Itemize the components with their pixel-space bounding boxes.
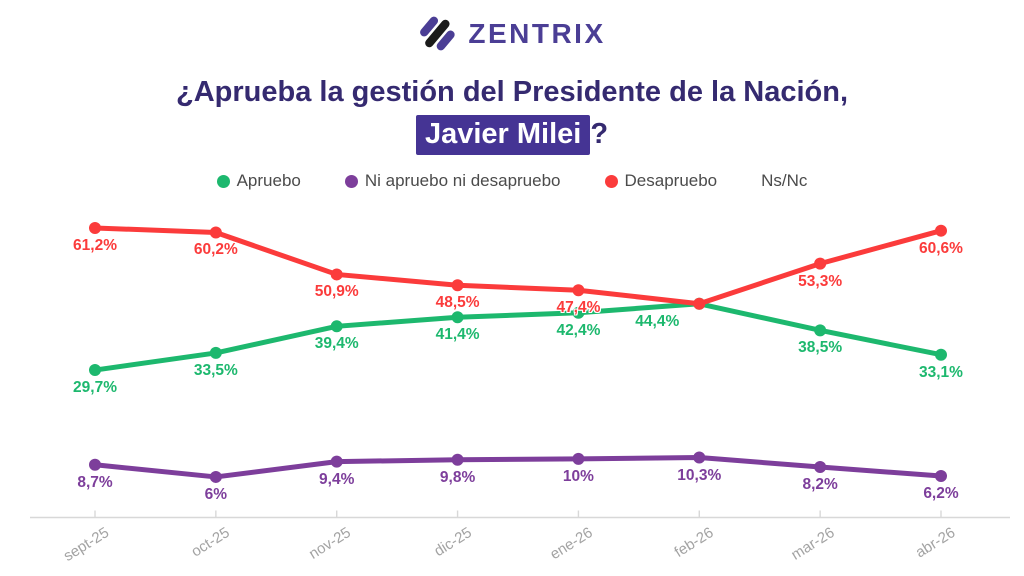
legend-item-ns-nc: Ns/Nc — [761, 171, 807, 191]
chart-title: ¿Aprueba la gestión del Presidente de la… — [0, 71, 1024, 156]
data-point-label: 44,4% — [635, 312, 680, 330]
data-point-label: 42,4% — [556, 321, 601, 339]
data-point-label: 39,4% — [314, 335, 359, 353]
zentrix-logo-icon — [420, 16, 456, 51]
data-point — [572, 452, 585, 465]
data-point-label: 10,3% — [677, 466, 722, 484]
x-axis-label: ene-26 — [546, 524, 596, 564]
x-axis-label: abr-26 — [912, 524, 959, 562]
data-point-label: 61,2% — [73, 236, 117, 254]
data-point — [814, 257, 827, 270]
data-point-label: 8,7% — [77, 473, 113, 491]
x-axis-label: nov-25 — [305, 524, 354, 563]
data-point-label: 60,6% — [919, 239, 963, 257]
data-point-label: 41,4% — [435, 326, 480, 344]
x-axis-label: feb-26 — [671, 524, 717, 561]
data-point — [814, 461, 827, 474]
data-point — [330, 320, 343, 333]
legend-item-ni-apruebo-ni-desapruebo: Ni apruebo ni desapruebo — [344, 171, 561, 191]
legend-item-desapruebo: Desapruebo — [604, 171, 718, 191]
data-point — [89, 458, 101, 471]
data-point-label: 9,8% — [439, 468, 476, 486]
legend-item-apruebo: Apruebo — [216, 171, 301, 191]
data-point — [209, 470, 222, 483]
title-suffix: ? — [590, 118, 609, 151]
data-point — [693, 297, 706, 310]
x-axis-label: dic-25 — [430, 524, 475, 561]
data-point — [89, 221, 101, 234]
data-point — [693, 297, 706, 310]
data-point — [693, 451, 706, 464]
series-line-ni-apruebo-ni-desapruebo — [92, 455, 944, 480]
header: ZENTRIX ¿Aprueba la gestión del Presiden… — [0, 0, 1024, 156]
data-point — [934, 224, 947, 237]
data-point-label: 29,7% — [73, 379, 117, 397]
data-point — [572, 306, 585, 319]
series-line-apruebo — [92, 301, 944, 373]
data-point-label: 38,5% — [798, 339, 843, 357]
title-line1: ¿Aprueba la gestión del Presidente de la… — [176, 76, 848, 108]
data-point-label: 60,2% — [193, 241, 238, 259]
data-point — [451, 453, 464, 466]
data-point-label: 6,2% — [923, 485, 959, 503]
legend-dot — [604, 174, 618, 188]
data-point — [330, 268, 343, 281]
legend-dot — [216, 174, 230, 188]
legend-label: Desapruebo — [624, 171, 718, 191]
legend-label: Ni apruebo ni desapruebo — [364, 171, 561, 191]
data-point-label: 47,4% — [556, 299, 601, 317]
data-point-label: 33,1% — [919, 363, 963, 381]
x-axis-label: sept-25 — [60, 524, 113, 565]
data-point-label: 6% — [204, 485, 228, 503]
data-point — [330, 455, 343, 468]
legend-label: Apruebo — [236, 171, 301, 191]
data-point-label: 10% — [562, 467, 594, 485]
data-point — [814, 324, 827, 337]
data-point-label: 53,3% — [798, 272, 843, 290]
data-point-label: 48,5% — [435, 294, 480, 312]
data-point — [934, 470, 947, 483]
data-point — [89, 364, 101, 377]
data-point — [934, 348, 947, 361]
legend-dot — [344, 174, 358, 188]
data-point — [209, 226, 222, 239]
title-highlight: Javier Milei — [415, 115, 591, 156]
logo: ZENTRIX — [418, 10, 605, 58]
x-axis-label: mar-26 — [787, 524, 838, 564]
data-point-label: 33,5% — [193, 361, 238, 379]
data-point — [572, 284, 585, 297]
data-point — [451, 279, 464, 292]
chart-legend: Apruebo Ni apruebo ni desapruebo Desaprueb… — [0, 171, 1024, 191]
data-point — [451, 311, 464, 324]
series-line-desapruebo — [92, 225, 944, 307]
legend-label: Ns/Nc — [761, 171, 808, 191]
data-point-label: 50,9% — [314, 283, 359, 301]
data-point-label: 9,4% — [319, 470, 355, 488]
data-point — [209, 346, 222, 359]
data-point-label: 8,2% — [802, 476, 838, 494]
x-axis-label: oct-25 — [188, 524, 233, 561]
logo-text: ZENTRIX — [468, 18, 606, 49]
